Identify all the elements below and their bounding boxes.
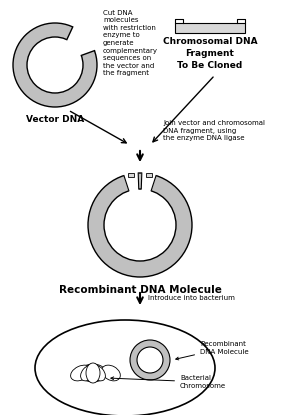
Bar [128,173,134,177]
Wedge shape [13,23,97,107]
Wedge shape [141,171,157,193]
Ellipse shape [86,363,100,383]
Wedge shape [123,171,139,193]
Bar [146,173,152,177]
Ellipse shape [35,320,215,415]
Text: Bacterial
Chromosome: Bacterial Chromosome [111,375,226,389]
Ellipse shape [81,365,95,381]
Wedge shape [88,173,192,277]
Ellipse shape [71,365,91,381]
Wedge shape [55,24,97,65]
Text: Join vector and chromosomal
DNA fragment, using
the enzyme DNA ligase: Join vector and chromosomal DNA fragment… [163,120,265,141]
Text: Introduce into bacterium: Introduce into bacterium [148,295,235,301]
Ellipse shape [102,365,120,381]
Text: Cut DNA
molecules
with restriction
enzyme to
generate
complementary
sequences on: Cut DNA molecules with restriction enzym… [103,10,158,76]
Wedge shape [66,25,96,56]
Wedge shape [123,171,140,225]
Text: Vector DNA: Vector DNA [26,115,84,124]
Text: Chromosomal DNA
Fragment
To Be Cloned: Chromosomal DNA Fragment To Be Cloned [163,37,257,70]
Bar [175,23,245,33]
Wedge shape [140,171,157,225]
Ellipse shape [80,364,106,382]
Text: Recombinant DNA Molecule: Recombinant DNA Molecule [58,285,221,295]
Text: Recombinant
DNA Molecule: Recombinant DNA Molecule [176,341,249,360]
Ellipse shape [90,365,105,381]
Wedge shape [130,340,170,380]
